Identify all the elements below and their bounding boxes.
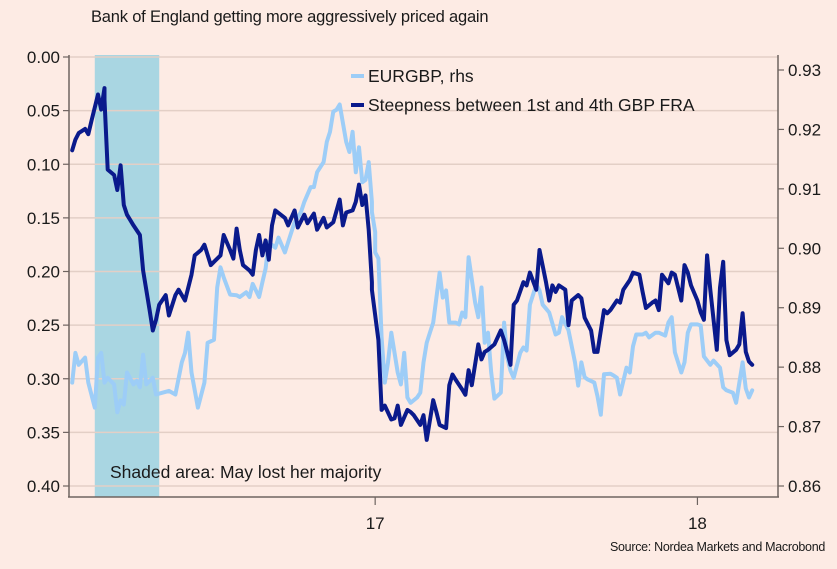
left-tick-label: 0.30 (27, 370, 60, 389)
x-tick-label: 18 (688, 514, 707, 533)
source-note: Source: Nordea Markets and Macrobond (609, 540, 825, 554)
right-tick-label: 0.93 (788, 61, 821, 80)
legend: EURGBP, rhs Steepness between 1st and 4t… (351, 66, 695, 115)
series-line-steepness (70, 86, 755, 442)
right-tick-label: 0.86 (788, 477, 821, 496)
left-tick-label: 0.25 (27, 316, 60, 335)
right-tick-label: 0.88 (788, 358, 821, 377)
left-tick-label: 0.05 (27, 102, 60, 121)
left-tick-label: 0.35 (27, 423, 60, 442)
chart-title: Bank of England getting more aggressivel… (91, 8, 489, 26)
right-tick-label: 0.90 (788, 239, 821, 258)
legend-label-eurgbp: EURGBP, rhs (368, 66, 474, 86)
right-tick-label: 0.87 (788, 418, 821, 437)
left-tick-label: 0.20 (27, 263, 60, 282)
left-tick-label: 0.40 (27, 477, 60, 496)
left-tick-label: 0.15 (27, 209, 60, 228)
right-tick-label: 0.89 (788, 299, 821, 318)
series-line-eurgbp (70, 102, 755, 417)
right-tick-label: 0.91 (788, 180, 821, 199)
shaded-area-annotation: Shaded area: May lost her majority (110, 462, 382, 482)
left-tick-label: 0.00 (27, 48, 60, 67)
legend-label-steepness: Steepness between 1st and 4th GBP FRA (368, 95, 695, 115)
left-tick-label: 0.10 (27, 155, 60, 174)
right-tick-label: 0.92 (788, 120, 821, 139)
x-tick-label: 17 (366, 514, 385, 533)
